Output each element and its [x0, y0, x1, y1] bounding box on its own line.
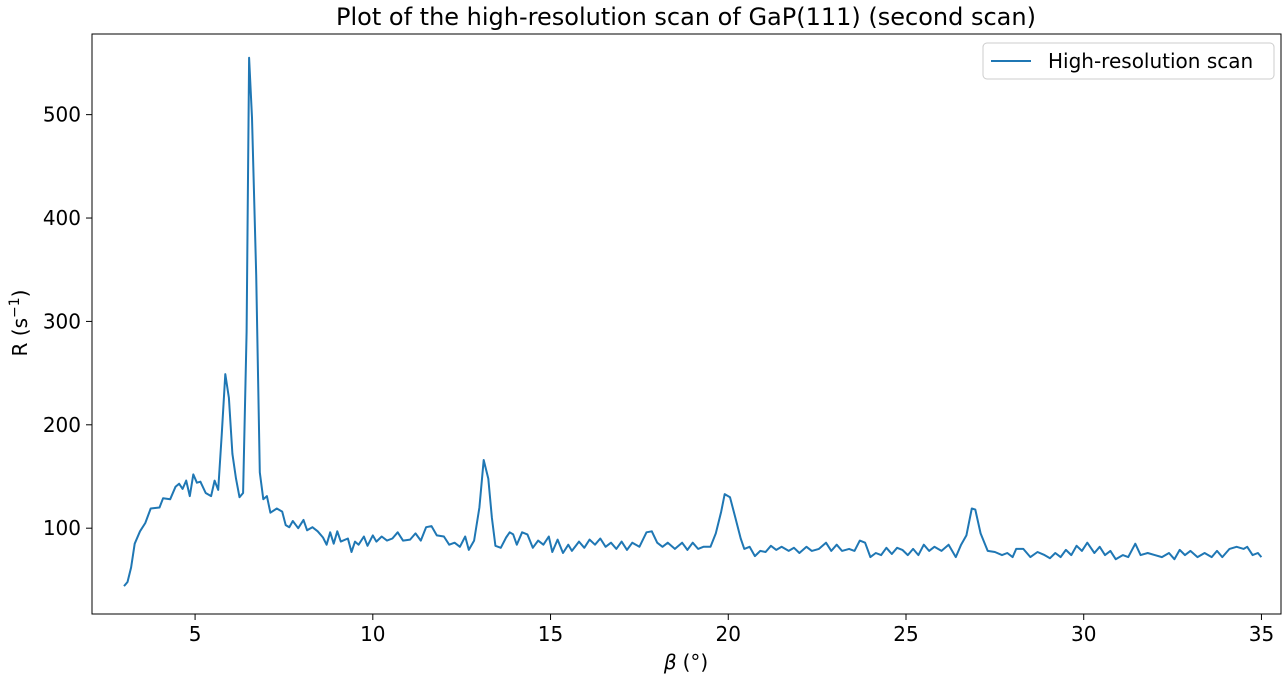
y-axis-label-close: ) — [8, 290, 32, 298]
plot-area — [91, 33, 1282, 615]
y-tick-label: 200 — [43, 413, 81, 437]
x-tick-label: 15 — [538, 622, 563, 646]
y-axis-label-base: R (s — [8, 318, 32, 356]
x-axis-symbol: β — [663, 650, 677, 674]
x-tick-label: 5 — [189, 622, 202, 646]
y-tick-label: 100 — [43, 516, 81, 540]
x-axis-unit: (°) — [683, 650, 709, 674]
chart-title: Plot of the high-resolution scan of GaP(… — [336, 3, 1036, 31]
y-tick-label: 400 — [43, 206, 81, 230]
y-tick-label: 500 — [43, 103, 81, 127]
x-tick-label: 30 — [1071, 622, 1096, 646]
x-tick-label: 25 — [893, 622, 918, 646]
y-axis-label-sup: −1 — [7, 297, 23, 318]
x-tick-label: 35 — [1249, 622, 1274, 646]
legend-frame — [982, 42, 1275, 80]
axes-frame — [91, 33, 1282, 615]
x-tick-label: 20 — [716, 622, 741, 646]
x-axis: 5 10 15 20 25 30 35 — [189, 614, 1274, 646]
y-axis-label: R (s−1) — [7, 290, 32, 357]
x-axis-label: β (°) — [663, 650, 708, 674]
legend-label-high-resolution-scan: High-resolution scan — [1048, 49, 1253, 73]
legend: High-resolution scan — [982, 42, 1275, 80]
y-tick-label: 300 — [43, 309, 81, 333]
x-tick-label: 10 — [360, 622, 385, 646]
series-line-high-resolution-scan — [123, 56, 1263, 587]
y-axis: 100 200 300 400 500 — [43, 103, 92, 540]
